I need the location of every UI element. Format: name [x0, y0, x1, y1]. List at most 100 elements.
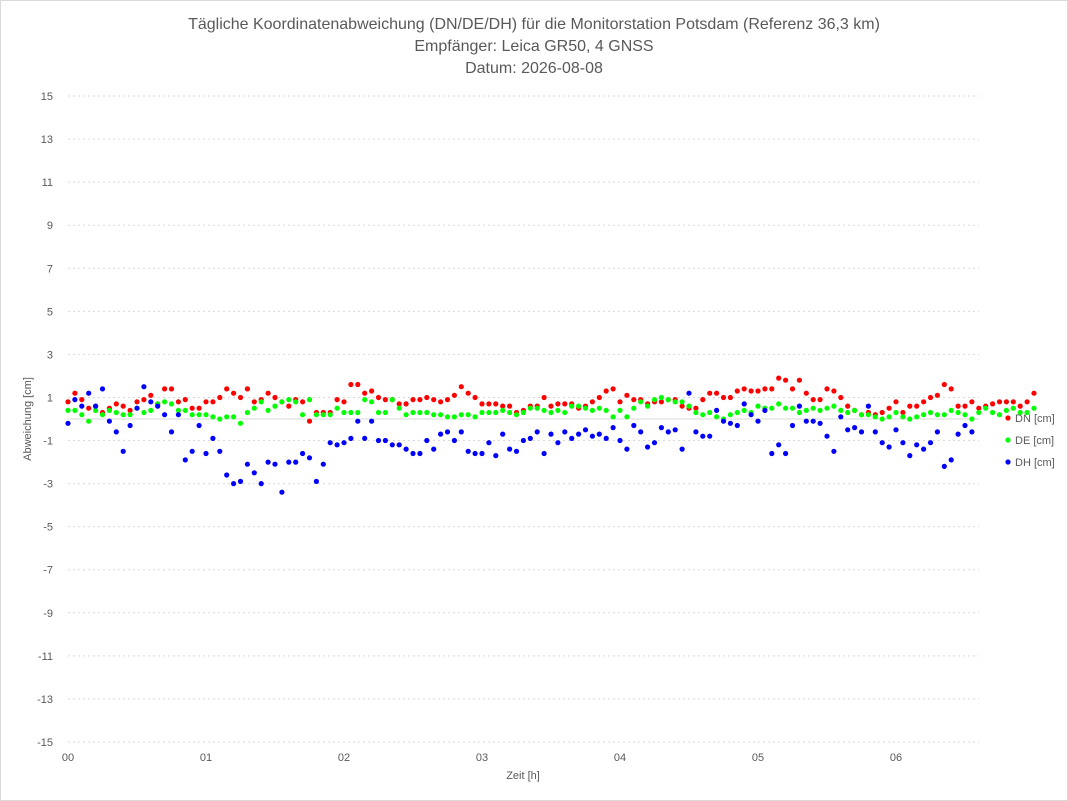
data-point	[996, 412, 1003, 418]
data-point	[231, 481, 237, 487]
data-point	[265, 459, 271, 465]
data-point	[1024, 399, 1030, 405]
data-point	[686, 403, 692, 409]
data-point	[541, 407, 547, 413]
data-point	[527, 405, 533, 411]
data-point	[776, 375, 782, 381]
data-point	[320, 461, 326, 467]
data-point	[741, 401, 747, 407]
data-point	[182, 457, 188, 463]
data-point	[996, 399, 1003, 405]
data-point	[79, 412, 85, 418]
x-tick-label: 01	[200, 752, 212, 764]
data-point	[872, 414, 878, 420]
legend-label: DH [cm]	[1015, 457, 1055, 469]
data-point	[700, 397, 706, 403]
data-point	[500, 431, 506, 437]
data-point	[631, 397, 637, 403]
data-point	[907, 403, 913, 409]
data-point	[403, 401, 409, 407]
data-point	[162, 399, 168, 405]
data-point	[106, 418, 112, 424]
y-tick-label: 9	[47, 220, 53, 232]
data-point	[520, 437, 527, 444]
data-point	[155, 403, 161, 409]
data-point	[507, 403, 513, 409]
data-point	[334, 397, 340, 403]
data-point	[389, 442, 395, 448]
data-point	[727, 394, 734, 401]
data-point	[244, 461, 250, 467]
data-point	[934, 392, 941, 398]
data-point	[189, 412, 195, 418]
data-point	[852, 407, 858, 413]
y-tick-label: 15	[41, 91, 53, 103]
data-point	[182, 407, 188, 413]
data-point	[783, 450, 789, 457]
data-point	[907, 453, 913, 459]
data-point	[865, 412, 872, 418]
y-tick-label: -13	[37, 694, 53, 706]
data-point	[624, 446, 630, 452]
data-point	[789, 422, 796, 429]
data-point	[479, 450, 485, 457]
data-point	[224, 472, 230, 478]
data-point	[493, 401, 499, 407]
data-point	[562, 409, 568, 416]
legend-label: DN [cm]	[1015, 413, 1055, 425]
data-point	[831, 388, 837, 394]
data-point	[755, 418, 761, 424]
data-point	[734, 388, 740, 394]
data-point	[513, 412, 520, 418]
y-axis-title: Abweichung [cm]	[22, 377, 34, 461]
data-point	[872, 429, 878, 435]
data-point	[327, 440, 333, 446]
data-point	[838, 407, 844, 413]
data-point	[796, 409, 803, 416]
data-point	[948, 457, 954, 463]
x-tick-label: 05	[752, 752, 764, 764]
data-point	[990, 401, 996, 407]
data-point	[817, 420, 823, 426]
data-point	[948, 386, 954, 392]
data-point	[141, 397, 147, 403]
data-point	[741, 407, 747, 413]
data-point	[796, 377, 803, 383]
data-point	[934, 429, 941, 435]
x-axis-ticks: 00 01 02 03 04 05 06	[62, 752, 902, 764]
data-point	[845, 409, 851, 416]
data-point	[603, 388, 609, 394]
data-point	[258, 399, 264, 405]
data-point	[672, 427, 678, 433]
data-point	[237, 394, 244, 401]
data-point	[375, 394, 382, 401]
data-point	[465, 412, 471, 418]
data-point	[210, 435, 216, 441]
legend-marker	[1005, 415, 1011, 421]
data-point	[679, 399, 685, 405]
y-tick-label: -7	[43, 565, 53, 577]
data-point	[375, 409, 382, 416]
data-point	[700, 433, 706, 439]
data-point	[327, 412, 333, 418]
data-point	[886, 444, 892, 450]
chart-title: Tägliche Koordinatenabweichung (DN/DE/DH…	[188, 16, 880, 77]
data-point	[962, 422, 968, 429]
data-point	[838, 414, 844, 420]
data-point	[355, 418, 361, 424]
data-point	[865, 403, 872, 409]
data-point	[927, 440, 934, 446]
data-point	[210, 399, 216, 405]
data-point	[714, 390, 720, 396]
data-point	[707, 390, 713, 396]
data-point	[838, 394, 844, 401]
data-point	[217, 448, 223, 454]
y-tick-label: 1	[47, 392, 53, 404]
data-point	[624, 392, 630, 398]
data-point	[976, 405, 982, 411]
data-point	[921, 399, 927, 405]
data-point	[921, 412, 927, 418]
data-point	[645, 444, 651, 450]
data-point	[141, 384, 147, 390]
data-point	[79, 397, 85, 403]
